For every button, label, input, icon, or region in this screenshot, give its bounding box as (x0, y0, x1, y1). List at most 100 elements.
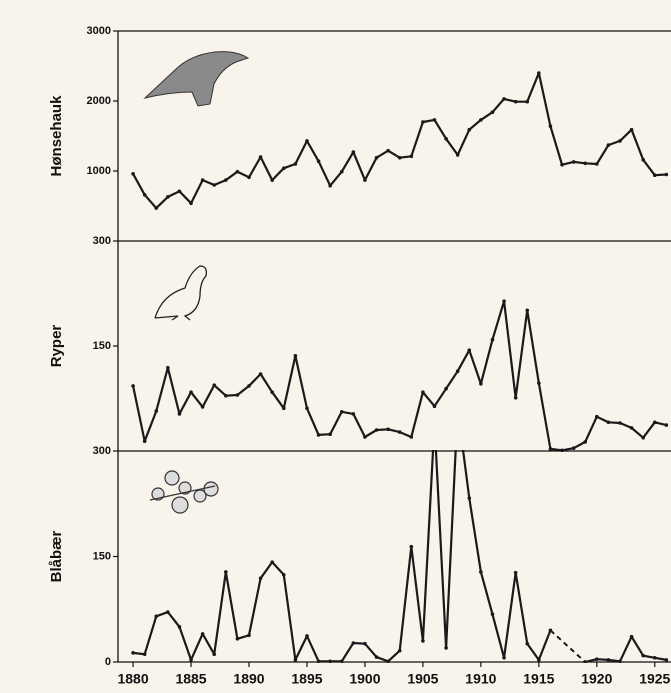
y-tick-label: 300 (93, 445, 111, 457)
data-point (456, 407, 460, 411)
data-point (177, 625, 182, 629)
data-point (467, 348, 472, 353)
data-point (212, 383, 217, 388)
data-point (433, 421, 437, 425)
data-point (421, 639, 425, 643)
data-point (490, 110, 495, 114)
data-point (212, 183, 217, 187)
data-point (525, 308, 530, 313)
y-tick-label: 0 (105, 656, 111, 668)
data-point (629, 127, 634, 132)
data-point (397, 648, 402, 653)
data-point (641, 435, 645, 440)
data-point (444, 137, 448, 141)
data-point (409, 154, 414, 159)
data-point (154, 409, 159, 413)
data-line (132, 71, 667, 210)
data-point (629, 634, 634, 639)
data-point (131, 172, 135, 176)
data-point (583, 161, 588, 166)
plot-area (131, 407, 669, 663)
data-point (571, 446, 576, 451)
data-point (363, 641, 367, 646)
data-point (166, 195, 170, 199)
data-line (132, 450, 667, 663)
data-point (293, 162, 298, 166)
data-point (351, 412, 356, 416)
data-point (386, 148, 390, 153)
data-point (432, 404, 437, 409)
data-point (339, 169, 344, 174)
x-tick-label: 1895 (291, 671, 322, 687)
data-point (467, 127, 472, 132)
data-point (142, 439, 147, 444)
data-point (177, 189, 182, 194)
data-point (537, 658, 541, 662)
x-tick-label: 1885 (175, 671, 206, 687)
data-point (641, 653, 645, 658)
data-point (281, 166, 286, 170)
plot-area (131, 71, 669, 210)
y-tick-label: 3000 (87, 25, 111, 37)
data-point (305, 634, 309, 638)
data-point (235, 393, 240, 397)
data-point (293, 354, 298, 358)
data-point (525, 641, 530, 646)
data-point (247, 384, 251, 388)
data-point (664, 658, 669, 662)
data-point (652, 420, 657, 425)
data-point (166, 610, 170, 614)
data-point (386, 659, 390, 663)
data-point (595, 657, 599, 661)
data-point (513, 570, 518, 575)
data-point (281, 406, 286, 411)
data-point (606, 658, 611, 662)
data-point (224, 570, 228, 574)
data-point (618, 659, 622, 663)
data-point (479, 118, 483, 122)
data-point (652, 173, 657, 177)
data-point (374, 655, 379, 659)
x-tick-label: 1915 (523, 671, 554, 687)
data-point (490, 612, 495, 616)
data-point (200, 405, 205, 409)
data-point (467, 496, 472, 500)
data-point (270, 390, 274, 395)
data-point (455, 153, 460, 157)
hawk-icon (143, 51, 250, 107)
data-point (409, 435, 414, 439)
data-point (664, 423, 669, 427)
data-point (583, 440, 588, 444)
data-point (351, 641, 356, 645)
data-point (618, 421, 622, 425)
data-point (444, 386, 448, 391)
data-point (652, 655, 657, 660)
data-point (571, 160, 576, 164)
data-line (131, 300, 667, 452)
data-point (583, 660, 588, 663)
y-axis-label: Ryper (48, 325, 65, 368)
data-point (154, 206, 159, 210)
y-axis-label: Hønsehauk (48, 95, 65, 177)
data-point (142, 652, 147, 657)
data-point (618, 139, 622, 143)
data-point (537, 71, 541, 75)
data-point (189, 390, 193, 395)
data-point (502, 299, 506, 304)
berry-icon (149, 470, 219, 514)
y-tick-label: 2000 (87, 95, 111, 107)
x-tick-label: 1925 (639, 671, 670, 687)
data-point (189, 658, 193, 662)
data-point (281, 572, 286, 577)
data-point (131, 651, 135, 655)
data-point (316, 159, 321, 163)
data-point (270, 178, 274, 182)
data-point (432, 118, 437, 122)
data-point (560, 162, 564, 167)
data-point (339, 410, 344, 414)
data-point (200, 632, 205, 636)
data-point (316, 659, 321, 663)
x-tick-label: 1890 (233, 671, 264, 687)
